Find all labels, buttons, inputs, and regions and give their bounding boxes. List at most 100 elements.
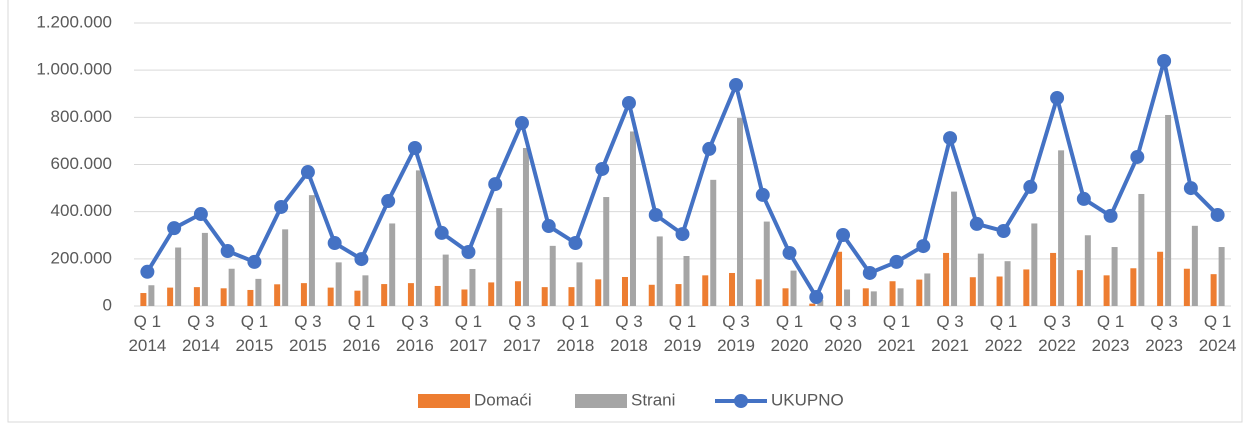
x-tick-label: Q 1 2014 bbox=[128, 312, 167, 355]
bar bbox=[1103, 275, 1110, 306]
line-marker bbox=[1157, 53, 1172, 68]
y-tick-label: 0 bbox=[103, 295, 112, 314]
line-marker bbox=[675, 227, 690, 242]
line-marker bbox=[916, 239, 931, 254]
bar bbox=[1050, 252, 1057, 306]
line-marker bbox=[541, 219, 556, 234]
bar bbox=[1130, 268, 1137, 306]
line-marker bbox=[996, 224, 1011, 239]
line-marker bbox=[220, 244, 235, 259]
bar bbox=[327, 287, 334, 306]
x-tick-label: Q 3 2014 bbox=[181, 312, 220, 355]
bar bbox=[675, 284, 682, 306]
bar bbox=[1157, 251, 1164, 306]
legend-swatch bbox=[418, 394, 470, 408]
bar bbox=[228, 268, 235, 306]
bar bbox=[549, 245, 556, 306]
line-marker bbox=[461, 244, 476, 259]
bar bbox=[924, 273, 931, 306]
bar bbox=[568, 287, 575, 306]
bar bbox=[274, 284, 281, 306]
x-tick-label: Q 1 2019 bbox=[663, 312, 702, 355]
x-tick-label: Q 1 2016 bbox=[342, 312, 381, 355]
line-marker bbox=[889, 254, 904, 269]
bar bbox=[996, 276, 1003, 306]
bar bbox=[354, 290, 361, 306]
bar bbox=[897, 288, 904, 306]
line-marker bbox=[488, 177, 503, 192]
legend-label: Strani bbox=[631, 390, 675, 409]
line-marker bbox=[1023, 179, 1038, 194]
bar bbox=[1138, 193, 1145, 306]
bar bbox=[140, 293, 147, 306]
line-marker bbox=[755, 187, 770, 202]
bar bbox=[951, 191, 958, 306]
bar bbox=[977, 253, 984, 306]
line-marker bbox=[729, 78, 744, 93]
bar bbox=[755, 279, 762, 306]
bar bbox=[1218, 247, 1225, 306]
bar bbox=[167, 287, 174, 306]
bar bbox=[836, 251, 843, 306]
bar bbox=[870, 291, 877, 306]
bar bbox=[809, 303, 816, 306]
bar bbox=[916, 279, 923, 306]
bar bbox=[782, 288, 789, 306]
line-marker bbox=[1210, 207, 1225, 222]
bar bbox=[442, 254, 449, 306]
line-marker bbox=[381, 194, 396, 209]
bar bbox=[1111, 247, 1118, 306]
line-marker bbox=[862, 265, 877, 280]
bar bbox=[407, 283, 414, 306]
bar bbox=[1023, 269, 1030, 306]
line-marker bbox=[702, 141, 717, 156]
y-tick-label: 200.000 bbox=[51, 248, 112, 267]
x-tick-label: Q 3 2017 bbox=[503, 312, 541, 355]
bar bbox=[889, 281, 896, 306]
bar bbox=[710, 179, 717, 306]
legend-swatch bbox=[734, 394, 748, 408]
bar bbox=[1084, 235, 1091, 306]
legend-label: Domaći bbox=[474, 390, 532, 409]
line-marker bbox=[140, 264, 155, 279]
line-marker bbox=[274, 199, 289, 214]
line-marker bbox=[1103, 208, 1118, 223]
bar bbox=[469, 268, 476, 306]
x-tick-label: Q 3 2018 bbox=[610, 312, 648, 355]
line-marker bbox=[782, 245, 797, 260]
bar bbox=[1165, 114, 1172, 306]
y-tick-label: 1.000.000 bbox=[36, 60, 112, 79]
x-tick-label: Q 1 2021 bbox=[877, 312, 916, 355]
bar bbox=[702, 275, 709, 306]
bar bbox=[844, 289, 851, 306]
bar bbox=[415, 170, 422, 306]
bar bbox=[488, 282, 495, 306]
x-tick-label: Q 1 2020 bbox=[770, 312, 809, 355]
x-tick-label: Q 3 2023 bbox=[1145, 312, 1184, 355]
bar bbox=[148, 285, 155, 306]
bar bbox=[255, 278, 262, 306]
bar bbox=[461, 289, 468, 306]
bar bbox=[790, 270, 797, 306]
line-marker bbox=[354, 252, 369, 267]
bar bbox=[389, 223, 396, 306]
bar bbox=[603, 197, 610, 306]
line-marker bbox=[1183, 181, 1198, 196]
x-tick-label: Q 1 2018 bbox=[556, 312, 595, 355]
x-tick-label: Q 1 2023 bbox=[1091, 312, 1130, 355]
line-marker bbox=[193, 207, 208, 222]
bar bbox=[737, 118, 744, 306]
bar bbox=[201, 232, 208, 306]
bar bbox=[300, 283, 307, 306]
bar bbox=[729, 272, 736, 306]
bar bbox=[496, 208, 503, 306]
line-marker bbox=[300, 165, 315, 180]
bar bbox=[763, 221, 770, 306]
x-tick-label: Q 3 2016 bbox=[396, 312, 434, 355]
bar bbox=[1031, 223, 1038, 306]
line-marker bbox=[836, 228, 851, 243]
line-marker bbox=[1130, 149, 1145, 164]
x-tick-label: Q 3 2019 bbox=[717, 312, 755, 355]
bar bbox=[1058, 150, 1065, 306]
